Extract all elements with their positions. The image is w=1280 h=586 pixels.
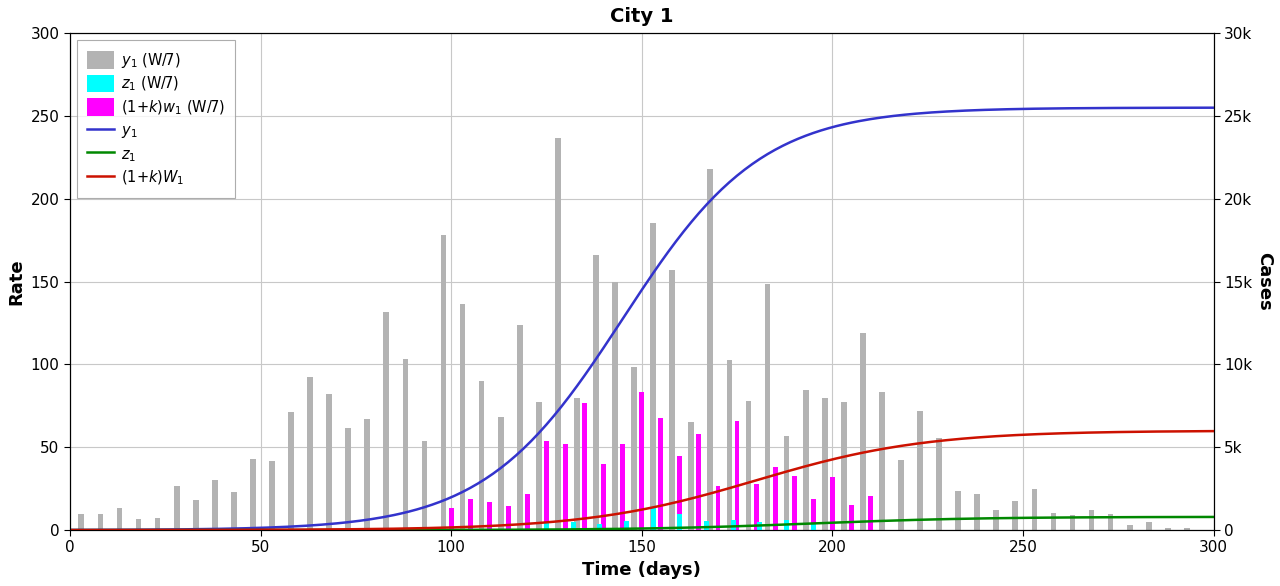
Bar [689,422,694,530]
Bar [346,428,351,530]
Bar [631,366,637,530]
Bar [696,434,701,530]
Bar [860,333,865,530]
Bar [155,518,160,530]
Bar [955,490,961,530]
Bar [307,377,312,530]
Bar [716,486,721,530]
Bar [1146,522,1152,530]
Bar [1184,528,1189,530]
Bar [1032,489,1037,530]
Bar [727,360,732,530]
Bar [803,390,809,530]
Bar [758,522,763,530]
Bar [1107,514,1114,530]
Bar [993,510,1000,530]
Bar [708,169,713,530]
Bar [136,519,141,530]
Bar [1126,524,1133,530]
Bar [269,461,275,530]
Y-axis label: Cases: Cases [1256,252,1274,311]
Bar [544,441,549,530]
Bar [974,494,980,530]
Bar [650,508,655,530]
Bar [384,312,389,530]
X-axis label: Time (days): Time (days) [582,561,701,579]
Bar [773,468,777,530]
Y-axis label: Rate: Rate [6,258,24,305]
Bar [746,401,751,530]
Bar [704,521,709,530]
Bar [669,271,675,530]
Bar [639,393,644,530]
Bar [735,421,740,530]
Bar [365,419,370,530]
Bar [467,499,472,530]
Bar [899,460,904,530]
Bar [250,459,256,530]
Bar [1012,501,1018,530]
Bar [449,508,453,530]
Bar [879,392,884,530]
Bar [918,411,923,530]
Bar [116,508,123,530]
Bar [460,304,466,530]
Bar [288,412,294,530]
Bar [783,436,790,530]
Bar [612,282,618,530]
Bar [650,223,657,530]
Bar [440,234,447,530]
Bar [754,484,759,530]
Bar [536,402,541,530]
Bar [212,480,218,530]
Bar [421,441,428,530]
Bar [544,523,549,530]
Bar [792,476,796,530]
Bar [829,476,835,530]
Bar [517,325,522,530]
Bar [868,496,873,530]
Bar [326,394,332,530]
Bar [621,445,625,530]
Bar [556,138,561,530]
Bar [625,522,628,530]
Bar [479,381,485,530]
Bar [486,502,492,530]
Bar [97,515,104,530]
Bar [563,444,568,530]
Bar [841,401,846,530]
Bar [764,284,771,530]
Bar [78,514,84,530]
Bar [658,418,663,530]
Bar [506,506,511,530]
Bar [582,403,588,530]
Bar [193,500,198,530]
Bar [230,492,237,530]
Bar [571,522,576,530]
Bar [602,464,605,530]
Title: City 1: City 1 [611,7,673,26]
Bar [936,438,942,530]
Bar [525,493,530,530]
Bar [810,499,815,530]
Bar [402,359,408,530]
Bar [498,417,503,530]
Bar [598,524,602,530]
Bar [1089,510,1094,530]
Bar [810,524,815,530]
Bar [1070,515,1075,530]
Bar [1051,513,1056,530]
Bar [593,255,599,530]
Bar [849,505,854,530]
Bar [573,398,580,530]
Bar [174,486,179,530]
Legend: $y_1\ \mathrm{(W/7)}$, $z_1\ \mathrm{(W/7)}$, $(1{+}k)w_1\ \mathrm{(W/7)}$, $y_1: $y_1\ \mathrm{(W/7)}$, $z_1\ \mathrm{(W/… [77,40,236,197]
Bar [731,520,736,530]
Bar [822,398,828,530]
Bar [1165,528,1171,530]
Bar [677,456,682,530]
Bar [785,520,788,530]
Bar [677,515,682,530]
